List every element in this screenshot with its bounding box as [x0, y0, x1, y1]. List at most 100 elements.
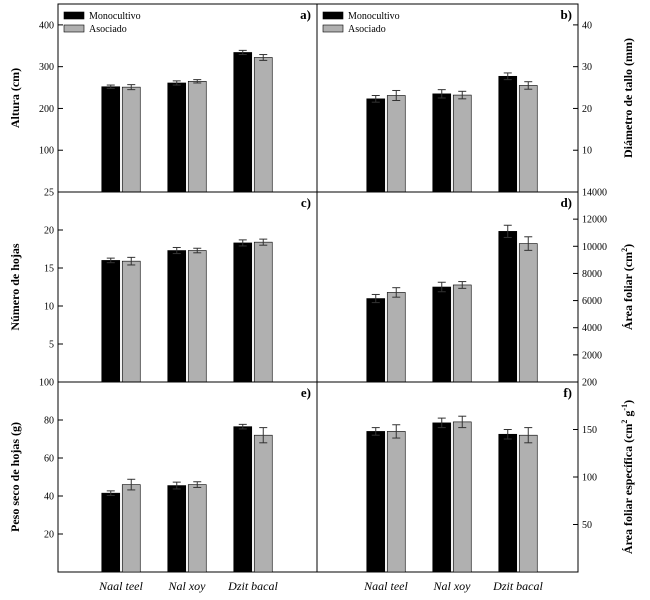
legend-label-monocultivo: Monocultivo: [348, 11, 400, 22]
panel-letter: f): [563, 385, 572, 400]
y-tick-label: 10: [44, 302, 54, 313]
bar-monocultivo-dzit-bacal: [233, 242, 253, 383]
bar-monocultivo-nal-xoy: [432, 422, 452, 573]
x-category-label: Dzit bacal: [492, 579, 543, 593]
y-axis-unit-close: ): [621, 244, 635, 248]
panel-letter: e): [301, 385, 311, 400]
y-axis-unit-close: ): [621, 400, 635, 404]
bar-asociado-naal-teel: [386, 95, 406, 193]
y-tick-label: 60: [44, 454, 54, 465]
bar-asociado-naal-teel: [121, 86, 141, 193]
y-axis-label: Diámetro de tallo (mm): [621, 38, 635, 158]
bar-asociado-nal-xoy: [187, 484, 207, 573]
bar-asociado-dzit-bacal: [253, 241, 273, 383]
bar-asociado-naal-teel: [121, 484, 141, 573]
panel-frame: [57, 381, 318, 573]
bar-asociado-nal-xoy: [452, 284, 472, 383]
y-axis-label: Altura (cm): [8, 68, 22, 128]
bar-asociado-nal-xoy: [452, 421, 472, 573]
y-tick-label: 25: [44, 188, 54, 199]
y-tick-label: 40: [44, 492, 54, 503]
y-axis-label-text: Área foliar específica: [621, 446, 635, 554]
bar-monocultivo-nal-xoy: [167, 485, 187, 573]
y-tick-label: 8000: [582, 269, 602, 280]
bar-asociado-dzit-bacal: [518, 243, 538, 383]
bar-asociado-nal-xoy: [187, 80, 207, 193]
y-axis-label: Número de hojas: [8, 243, 22, 330]
bar-monocultivo-nal-xoy: [167, 82, 187, 193]
y-tick-label: 100: [39, 378, 54, 389]
legend-swatch-monocultivo: [322, 11, 344, 20]
bar-asociado-dzit-bacal: [518, 85, 538, 193]
bar-asociado-naal-teel: [386, 431, 406, 573]
y-tick-label: 40: [582, 20, 592, 31]
legend-swatch-asociado: [63, 24, 85, 33]
bar-asociado-naal-teel: [386, 292, 406, 383]
y-tick-label: 6000: [582, 296, 602, 307]
y-axis-label: Peso seco de hojas (g): [8, 422, 22, 532]
x-category-labels: Naal teel Nal xoy Dzit bacal Naal teel Nal x…: [98, 579, 543, 593]
y-axis-unit-exponent-2: -1: [620, 404, 629, 411]
y-tick-label: 20: [582, 104, 592, 115]
bar-monocultivo-dzit-bacal: [233, 426, 253, 573]
panel-e: 20 40 60 80 100 e) Peso seco de hojas (g): [8, 378, 318, 573]
y-axis-unit-exponent: 2: [620, 248, 629, 252]
y-tick-label: 20: [44, 530, 54, 541]
bar-monocultivo-nal-xoy: [167, 250, 187, 383]
bar-monocultivo-naal-teel: [366, 431, 386, 573]
y-tick-label: 80: [44, 416, 54, 427]
legend-label-asociado: Asociado: [348, 24, 386, 35]
x-category-label: Naal teel: [363, 579, 408, 593]
panel-letter: d): [560, 195, 572, 210]
y-axis-label: Área foliar (cm2): [620, 244, 635, 330]
y-axis-unit-open: (: [621, 267, 635, 274]
y-axis-unit: cm: [621, 424, 635, 439]
bar-asociado-naal-teel: [121, 260, 141, 383]
x-category-label: Dzit bacal: [227, 579, 278, 593]
y-tick-label: 2000: [582, 350, 602, 361]
legend-label-asociado: Asociado: [89, 24, 127, 35]
legend: Monocultivo Asociado: [63, 11, 141, 35]
y-axis-label-text: Diámetro de tallo (mm): [621, 38, 635, 158]
x-category-label: Naal teel: [98, 579, 143, 593]
y-axis-unit: cm: [621, 252, 635, 267]
legend-swatch-asociado: [322, 24, 344, 33]
y-axis-unit-exponent: 2: [620, 420, 629, 424]
y-tick-label: 150: [582, 425, 597, 436]
panel-b: 10 20 30 40 b) Diámetro de tallo (mm) Monocult…: [316, 3, 635, 193]
panel-letter: b): [560, 7, 572, 22]
y-axis-label: Área foliar específica (cm2 g-1): [620, 400, 635, 554]
y-axis-label-text: Área foliar: [621, 273, 635, 330]
y-axis-label-text: Altura (cm): [8, 68, 22, 128]
y-tick-label: 10: [582, 146, 592, 157]
y-tick-label: 10000: [582, 242, 607, 253]
bar-monocultivo-nal-xoy: [432, 93, 452, 193]
legend: Monocultivo Asociado: [322, 11, 400, 35]
bar-asociado-nal-xoy: [187, 250, 207, 383]
bar-monocultivo-dzit-bacal: [233, 52, 253, 193]
y-tick-label: 30: [582, 62, 592, 73]
y-axis-label-text: Número de hojas: [8, 243, 22, 330]
y-tick-label: 200: [39, 104, 54, 115]
x-category-label: Nal xoy: [433, 579, 472, 593]
panel-f: 50 100 150 200 f) Área foliar específica (cm2…: [316, 378, 635, 573]
bar-monocultivo-dzit-bacal: [498, 433, 518, 573]
y-tick-label: 4000: [582, 323, 602, 334]
bar-asociado-nal-xoy: [452, 94, 472, 193]
bar-monocultivo-naal-teel: [101, 492, 121, 573]
x-category-label: Nal xoy: [168, 579, 207, 593]
bar-monocultivo-naal-teel: [101, 86, 121, 193]
bar-asociado-dzit-bacal: [253, 57, 273, 193]
panel-frame: [57, 191, 318, 383]
y-tick-label: 15: [44, 264, 54, 275]
y-tick-label: 100: [582, 473, 597, 484]
bar-monocultivo-naal-teel: [366, 298, 386, 383]
y-axis-label-text: Peso seco de hojas (g): [8, 422, 22, 532]
panel-c: 5 10 15 20 25 c) Número de hojas: [8, 188, 318, 383]
panel-a: 100 200 300 400 a) Altura (cm) Monocultivo Asoc…: [8, 3, 318, 193]
bar-asociado-dzit-bacal: [518, 434, 538, 573]
y-tick-label: 5: [49, 340, 54, 351]
y-axis-unit-open: (: [621, 439, 635, 446]
bar-monocultivo-nal-xoy: [432, 286, 452, 383]
